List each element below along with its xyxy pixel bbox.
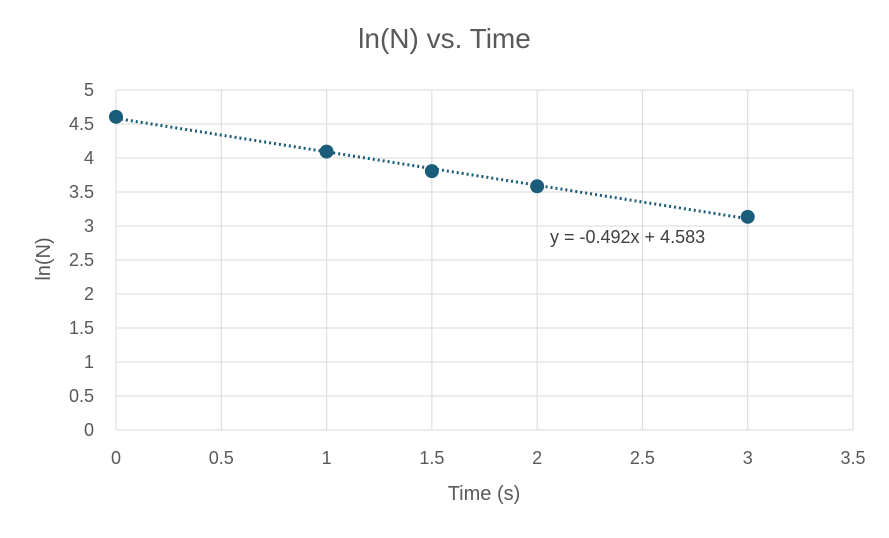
x-tick-label: 3 bbox=[743, 448, 753, 468]
y-tick-label: 2.5 bbox=[69, 250, 94, 270]
y-tick-label: 0 bbox=[84, 420, 94, 440]
data-point bbox=[109, 109, 123, 124]
data-point bbox=[530, 179, 545, 194]
y-axis-title: ln(N) bbox=[33, 237, 55, 280]
x-axis-title: Time (s) bbox=[448, 483, 521, 505]
y-axis-tick-labels: 0 0.5 1 1.5 2 2.5 3 3.5 4 4.5 5 bbox=[69, 80, 94, 440]
x-tick-label: 0 bbox=[111, 448, 121, 468]
y-tick-label: 1.5 bbox=[69, 318, 94, 338]
x-tick-label: 2.5 bbox=[630, 448, 655, 468]
y-tick-label: 5 bbox=[84, 80, 94, 100]
chart-title: ln(N) vs. Time bbox=[358, 23, 531, 54]
x-tick-label: 3.5 bbox=[840, 448, 865, 468]
y-tick-label: 2 bbox=[84, 284, 94, 304]
x-tick-label: 2 bbox=[532, 448, 542, 468]
data-point bbox=[424, 164, 439, 179]
y-tick-label: 3.5 bbox=[69, 182, 94, 202]
x-tick-label: 0.5 bbox=[209, 448, 234, 468]
data-points bbox=[109, 109, 755, 224]
data-point bbox=[319, 144, 334, 159]
y-tick-label: 4.5 bbox=[69, 114, 94, 134]
x-tick-label: 1 bbox=[322, 448, 332, 468]
gridlines bbox=[115, 89, 854, 431]
trendline-group bbox=[115, 116, 748, 221]
y-tick-label: 4 bbox=[84, 148, 94, 168]
y-tick-label: 1 bbox=[84, 352, 94, 372]
y-tick-label: 3 bbox=[84, 216, 94, 236]
trendline bbox=[115, 116, 748, 221]
x-tick-label: 1.5 bbox=[419, 448, 444, 468]
x-axis-tick-labels: 0 0.5 1 1.5 2 2.5 3 3.5 bbox=[111, 448, 866, 468]
trendline-equation: y = -0.492x + 4.583 bbox=[550, 227, 705, 247]
data-point bbox=[740, 209, 755, 224]
y-tick-label: 0.5 bbox=[69, 386, 94, 406]
